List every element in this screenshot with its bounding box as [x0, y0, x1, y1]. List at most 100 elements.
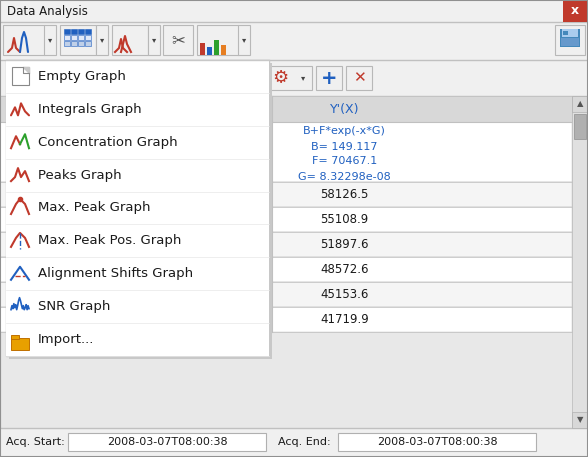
Text: G= 8.32298e-08: G= 8.32298e-08: [298, 171, 391, 181]
Bar: [0, 428, 588, 457]
Text: Y(X): Y(X): [188, 102, 214, 116]
Text: +: +: [320, 69, 338, 87]
Bar: [6, 224, 269, 257]
Text: 58226.7: 58226.7: [177, 188, 225, 201]
Bar: [0, 22, 588, 60]
Bar: [6, 290, 269, 323]
Text: 3: 3: [11, 238, 19, 251]
Bar: [112, 25, 148, 55]
Text: 48572.6: 48572.6: [320, 263, 369, 276]
Bar: [6, 191, 269, 224]
Text: ▾: ▾: [152, 36, 156, 44]
Text: ▲: ▲: [577, 100, 583, 108]
Bar: [44, 25, 56, 55]
Bar: [572, 96, 588, 428]
Text: Concentration Graph: Concentration Graph: [38, 136, 178, 149]
Bar: [200, 43, 205, 55]
Bar: [221, 45, 226, 55]
Text: 45153.6: 45153.6: [320, 288, 369, 301]
Bar: [316, 66, 342, 90]
Bar: [11, 338, 29, 350]
Bar: [64, 41, 70, 46]
Text: 41719.9: 41719.9: [320, 313, 369, 326]
Bar: [64, 35, 70, 40]
Text: 55108.9: 55108.9: [320, 213, 369, 226]
Text: Max. Peak Pos. Graph: Max. Peak Pos. Graph: [38, 234, 181, 247]
Bar: [6, 60, 269, 93]
Text: Acq. Start:: Acq. Start:: [6, 437, 65, 447]
Bar: [0, 122, 572, 182]
Bar: [574, 114, 586, 139]
Polygon shape: [23, 68, 29, 74]
Text: 41620.6: 41620.6: [176, 313, 225, 326]
Text: Import...: Import...: [38, 333, 95, 346]
Text: ▾: ▾: [242, 36, 246, 44]
Text: ▾: ▾: [48, 36, 52, 44]
Text: Acq. End:: Acq. End:: [278, 437, 330, 447]
Bar: [563, 0, 588, 22]
Text: SNR Graph: SNR Graph: [38, 300, 111, 313]
Bar: [563, 31, 568, 35]
Text: B+F*exp(-x*G): B+F*exp(-x*G): [303, 127, 386, 137]
Text: 1: 1: [11, 188, 19, 201]
Bar: [60, 25, 96, 55]
Bar: [78, 35, 84, 40]
Text: 4.50753e+06: 4.50753e+06: [40, 263, 120, 276]
Text: Y'(X): Y'(X): [330, 102, 359, 116]
Bar: [85, 29, 91, 34]
Bar: [6, 257, 269, 290]
Text: B= 149.117: B= 149.117: [311, 142, 377, 152]
Text: Max. Peak Graph: Max. Peak Graph: [38, 202, 151, 214]
Text: Integrals Graph: Integrals Graph: [38, 103, 142, 116]
Text: Empty Graph: Empty Graph: [38, 70, 126, 83]
Bar: [6, 60, 269, 356]
Text: 48572.2: 48572.2: [177, 263, 225, 276]
Text: 45077.1: 45077.1: [177, 288, 225, 301]
Bar: [6, 93, 269, 126]
Bar: [96, 25, 108, 55]
Bar: [207, 47, 212, 55]
Text: 55191.2: 55191.2: [177, 213, 225, 226]
Bar: [0, 182, 572, 207]
Bar: [12, 68, 29, 85]
Text: x: x: [571, 5, 579, 17]
Bar: [0, 282, 572, 307]
Text: ✕: ✕: [353, 70, 365, 85]
Text: ▾: ▾: [301, 74, 305, 83]
Bar: [562, 29, 578, 37]
Bar: [11, 335, 19, 339]
Bar: [268, 66, 312, 90]
Text: Data Analysis: Data Analysis: [7, 5, 88, 17]
Text: 5: 5: [11, 288, 19, 301]
Bar: [71, 29, 77, 34]
Text: Alignment Shifts Graph: Alignment Shifts Graph: [38, 267, 193, 280]
Bar: [78, 41, 84, 46]
Text: 2008-03-07T08:00:38: 2008-03-07T08:00:38: [106, 437, 228, 447]
Bar: [85, 35, 91, 40]
Bar: [0, 0, 588, 22]
Bar: [64, 29, 70, 34]
Text: F= 70467.1: F= 70467.1: [312, 156, 377, 166]
Bar: [572, 96, 588, 112]
Bar: [0, 207, 572, 232]
Bar: [68, 433, 266, 451]
Bar: [6, 323, 269, 356]
Bar: [71, 41, 77, 46]
Bar: [238, 25, 250, 55]
Bar: [197, 25, 239, 55]
Bar: [71, 35, 77, 40]
Text: I(1.342687,1.083102): I(1.342687,1.083102): [137, 145, 265, 159]
Bar: [572, 412, 588, 428]
Bar: [560, 29, 580, 47]
Text: Peaks Graph: Peaks Graph: [38, 169, 122, 181]
Bar: [6, 159, 269, 191]
Text: ▼: ▼: [577, 415, 583, 425]
Bar: [214, 40, 219, 55]
Text: 4: 4: [11, 263, 19, 276]
Bar: [85, 41, 91, 46]
Text: ▾: ▾: [100, 36, 104, 44]
Bar: [0, 307, 572, 332]
Bar: [338, 433, 536, 451]
Bar: [561, 38, 579, 46]
Text: 6.34088e+06: 6.34088e+06: [40, 313, 120, 326]
